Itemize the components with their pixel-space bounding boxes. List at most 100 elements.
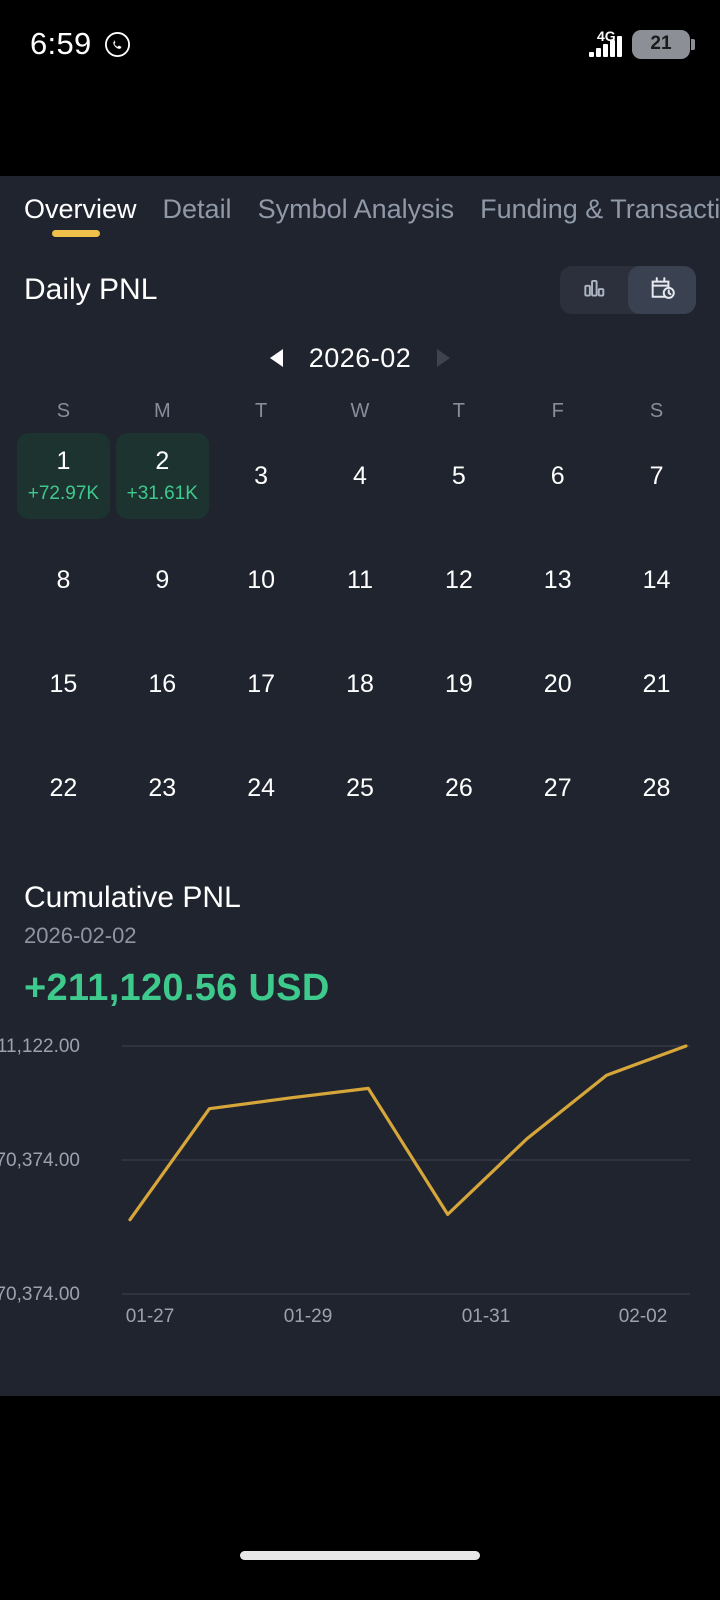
cumulative-pnl-amount: +211,120.56 USD: [24, 967, 330, 1009]
calendar-day-cell[interactable]: 18: [314, 641, 407, 727]
calendar-week-row: 15 16 17 18 19 20 21: [14, 637, 706, 731]
calendar-day-cell[interactable]: 5: [412, 433, 505, 519]
calendar-day-cell[interactable]: 8: [17, 537, 110, 623]
chart-canvas: [122, 1044, 690, 1295]
calendar-day-cell[interactable]: 1 +72.97K: [17, 433, 110, 519]
x-axis-label: 01-29: [283, 1306, 333, 1327]
signal-bars-icon: 4G: [589, 28, 622, 57]
signal-bar-1: [596, 48, 601, 57]
day-number: 17: [247, 669, 276, 698]
calendar-day-cell[interactable]: 22: [17, 745, 110, 831]
calendar: S M T W T F S 1 +72.97K 2 +31.61K 3: [0, 380, 720, 835]
signal-dot: [589, 52, 594, 57]
calendar-day-cell[interactable]: 17: [215, 641, 308, 727]
bar-chart-view-button[interactable]: [560, 266, 628, 314]
calendar-day-cell[interactable]: 24: [215, 745, 308, 831]
calendar-week-row: 1 +72.97K 2 +31.61K 3 4 5 6: [14, 429, 706, 523]
calendar-day-cell[interactable]: 15: [17, 641, 110, 727]
calendar-day-cell[interactable]: 27: [511, 745, 604, 831]
day-number: 24: [247, 773, 276, 802]
bar-chart-icon: [581, 275, 607, 306]
signal-bar-3: [610, 40, 615, 57]
day-number: 1: [56, 447, 71, 475]
calendar-day-cell[interactable]: 13: [511, 537, 604, 623]
y-axis-label: 70,374.00: [0, 1150, 80, 1171]
calendar-day-cell[interactable]: 6: [511, 433, 604, 519]
calendar-day-cell[interactable]: 7: [610, 433, 703, 519]
calendar-day-cell[interactable]: 14: [610, 537, 703, 623]
day-number: 23: [148, 773, 177, 802]
tab-symbol-analysis[interactable]: Symbol Analysis: [258, 194, 455, 241]
x-axis-label: 01-31: [461, 1306, 511, 1327]
tab-overview[interactable]: Overview: [24, 194, 137, 241]
day-number: 4: [353, 461, 367, 490]
calendar-day-cell[interactable]: 20: [511, 641, 604, 727]
tab-active-underline: [52, 230, 100, 237]
tab-funding-transaction-label: Funding & Transaction: [480, 194, 720, 224]
month-label: 2026-02: [308, 342, 412, 373]
chevron-left-icon[interactable]: [269, 349, 283, 367]
chevron-right-icon: [437, 349, 451, 367]
cumulative-pnl-chart[interactable]: 211,122.00 70,374.00 -70,374.00 01-27 01…: [0, 1024, 720, 1327]
status-bar-left: 6:59: [30, 26, 131, 62]
day-number: 5: [451, 461, 466, 490]
tab-overview-label: Overview: [24, 194, 137, 224]
day-number: 18: [346, 669, 374, 698]
tab-funding-transaction[interactable]: Funding & Transaction: [480, 194, 720, 241]
day-number: 13: [543, 565, 572, 594]
view-toggle-group: [560, 266, 696, 314]
status-bar-right: 4G 21: [589, 28, 695, 59]
daily-pnl-title: Daily PNL: [24, 273, 158, 306]
calendar-day-cell[interactable]: 25: [314, 745, 407, 831]
day-number: 9: [155, 565, 170, 594]
calendar-day-cell[interactable]: 16: [116, 641, 209, 727]
calendar-day-cell[interactable]: 10: [215, 537, 308, 623]
network-type-label: 4G: [597, 28, 616, 44]
daily-pnl-header: Daily PNL: [0, 252, 720, 314]
weekday-header: M: [153, 400, 171, 422]
x-axis-label: 02-02: [618, 1306, 668, 1327]
calendar-day-cell[interactable]: 21: [610, 641, 703, 727]
calendar-day-cell[interactable]: 11: [314, 537, 407, 623]
day-number: 6: [550, 461, 565, 490]
weekday-header: S: [649, 400, 664, 422]
calendar-week-row: 22 23 24 25 26 27 28: [14, 741, 706, 835]
calendar-day-cell[interactable]: 9: [116, 537, 209, 623]
calendar-day-cell[interactable]: 26: [412, 745, 505, 831]
day-number: 11: [347, 565, 373, 594]
calendar-day-cell[interactable]: 23: [116, 745, 209, 831]
tab-detail-label: Detail: [162, 194, 232, 224]
tab-detail[interactable]: Detail: [163, 194, 232, 241]
home-indicator[interactable]: [240, 1551, 480, 1560]
day-number: 14: [642, 565, 671, 594]
calendar-day-cell[interactable]: 2 +31.61K: [115, 433, 209, 519]
day-number: 28: [642, 773, 671, 802]
day-number: 2: [155, 447, 170, 475]
day-number: 27: [543, 773, 572, 802]
month-navigation: 2026-02: [0, 336, 720, 380]
calendar-day-cell[interactable]: 12: [412, 537, 505, 623]
calendar-view-button[interactable]: [628, 266, 696, 314]
day-number: 21: [642, 669, 671, 698]
calendar-day-cell[interactable]: 28: [610, 745, 703, 831]
day-number: 19: [444, 669, 473, 698]
cumulative-pnl-section: Cumulative PNL 2026-02-02 +211,120.56 US…: [0, 845, 720, 1010]
day-number: 12: [444, 565, 473, 594]
weekday-header: T: [452, 400, 465, 422]
chart-line-series: [128, 1044, 688, 1222]
weekday-header: F: [551, 400, 564, 422]
calendar-clock-icon: [648, 274, 676, 307]
calendar-day-cell[interactable]: 4: [314, 433, 407, 519]
calendar-day-cell[interactable]: 19: [412, 641, 505, 727]
tab-symbol-analysis-label: Symbol Analysis: [257, 194, 455, 224]
cumulative-pnl-title: Cumulative PNL: [24, 881, 241, 914]
day-pnl: +31.61K: [126, 483, 198, 504]
whatsapp-icon: [104, 31, 131, 58]
day-number: 20: [543, 669, 572, 698]
day-number: 15: [49, 669, 78, 698]
weekday-header: S: [56, 400, 71, 422]
day-number: 25: [346, 773, 374, 802]
signal-bar-2: [603, 44, 608, 57]
x-axis-label: 01-27: [125, 1306, 175, 1327]
calendar-day-cell[interactable]: 3: [215, 433, 308, 519]
